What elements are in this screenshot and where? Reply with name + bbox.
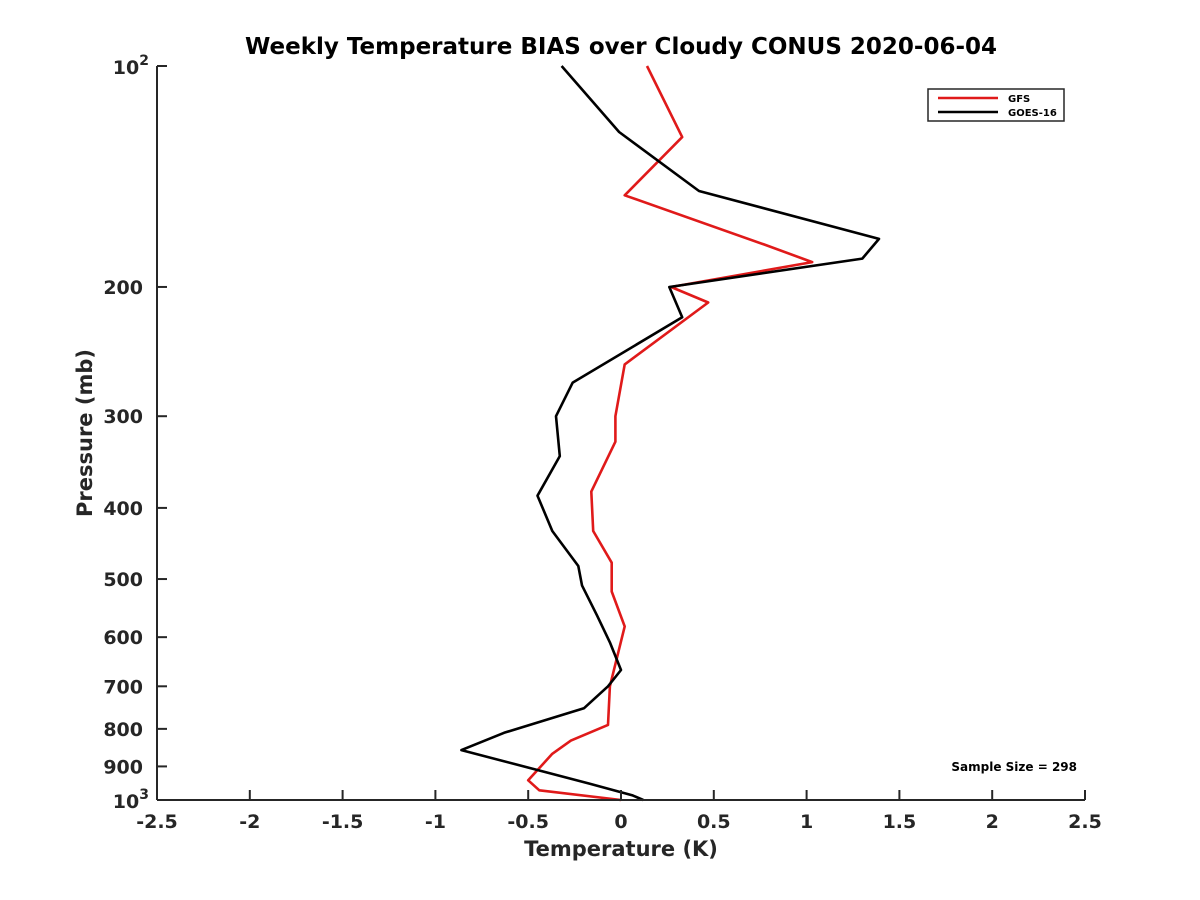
y-tick-label: 102: [113, 53, 149, 79]
y-tick-label: 800: [103, 719, 143, 741]
x-tick-label: -1.5: [322, 811, 364, 833]
y-tick-label: 700: [103, 676, 143, 698]
legend-box: [927, 88, 1065, 122]
x-tick-label: -0.5: [507, 811, 549, 833]
x-tick-label: 2: [986, 811, 999, 833]
series-line-gfs: [526, 65, 814, 802]
x-tick-label: 1.5: [883, 811, 917, 833]
axes-layer: -2.5 -2 -1.5 -1 -0.5 0 0.5 1 1.5 2 2.5 102 200 300 400…: [103, 53, 1102, 833]
x-axis-title: Temperature (K): [524, 837, 718, 861]
y-tick-label: 103: [113, 787, 149, 813]
x-tick-label: 2.5: [1068, 811, 1102, 833]
y-tick-label: 300: [103, 406, 143, 428]
legend-label-goes-16: GOES-16: [1008, 108, 1057, 119]
y-tick-label: 900: [103, 756, 143, 778]
legend: GFS GOES-16: [927, 88, 1065, 122]
series-line-goes-16: [460, 65, 881, 802]
y-axis-title: Pressure (mb): [73, 349, 97, 517]
x-tick-label: 0.5: [697, 811, 731, 833]
x-tick-label: -1: [425, 811, 446, 833]
y-tick-label: 400: [103, 498, 143, 520]
legend-label-gfs: GFS: [1008, 94, 1030, 105]
x-tick-label: -2.5: [136, 811, 178, 833]
x-tick-label: 0: [614, 811, 627, 833]
sample-size-annotation: Sample Size = 298: [951, 760, 1077, 774]
y-tick-label: 600: [103, 627, 143, 649]
chart-title: Weekly Temperature BIAS over Cloudy CONU…: [245, 34, 997, 60]
y-tick-label: 200: [103, 277, 143, 299]
series-layer: [460, 65, 881, 802]
x-tick-label: -2: [239, 811, 260, 833]
x-tick-label: 1: [800, 811, 813, 833]
y-tick-label: 500: [103, 569, 143, 591]
